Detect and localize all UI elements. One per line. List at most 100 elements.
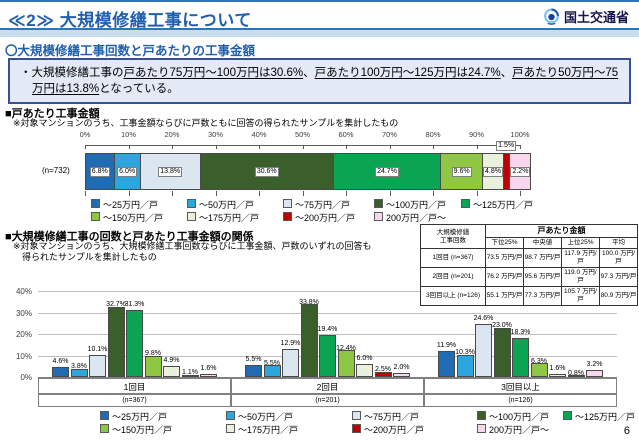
grouped-bar-chart: 0% 10% 20% 30% 40% 4.6% 3.8% 10.1% 32.7% 31.3% 9.8… — [0, 285, 639, 410]
group-n-cell: (n=126) — [424, 393, 617, 407]
legend-swatch — [226, 411, 235, 420]
legend-label: ～75万円／戸 — [295, 200, 351, 210]
legend-item: ～75万円／戸 — [283, 198, 350, 211]
y-axis-tick-label: 10% — [15, 351, 32, 361]
bar-value-label: 23.0% — [492, 322, 512, 330]
cell: 117.9 万円/戸 — [561, 248, 600, 268]
x-axis-tick — [433, 145, 434, 149]
bar-value-label: 6.0% — [356, 355, 373, 363]
cell: 98.7 万円/戸 — [523, 248, 562, 268]
bar-segment: 24.7% — [333, 153, 442, 190]
segment-value-label: 6.8% — [89, 166, 110, 177]
x-axis-tick-label: 0% — [79, 130, 91, 139]
x-axis-tick-label: 20% — [164, 130, 180, 139]
gridline — [38, 291, 617, 292]
legend-item: ～100万円／戸 — [477, 410, 549, 423]
page-title: ≪2≫ 大規模修繕工事について — [8, 11, 252, 30]
col-header-mean: 平均 — [599, 237, 638, 249]
bar-value-label: 2.5% — [375, 366, 391, 374]
bar-value-label: 31.3% — [124, 300, 145, 308]
value-bar — [337, 350, 355, 377]
table-row: 1回目 (n=367) 73.5 万円/戸 98.7 万円/戸 117.9 万円… — [420, 248, 638, 268]
legend-item: 200万円／戸～ — [374, 211, 446, 224]
stacked-bar: 6.8% 6.0% 13.8% 30.6% 24.7% 9.6% 4.8% 2.2% — [85, 153, 532, 190]
cell: 80.9 万円/戸 — [599, 286, 638, 306]
x-axis-tick-label: 50% — [294, 130, 310, 139]
x-axis-tick-bottom — [128, 191, 130, 196]
segment-value-label: 2.2% — [510, 166, 531, 177]
value-bar — [300, 304, 318, 377]
y-axis-tick-label: 20% — [15, 330, 32, 339]
bar-segment: 6.8% — [85, 153, 115, 190]
bar-value-label: 12.9% — [280, 340, 301, 348]
x-axis-tick-bottom — [433, 191, 434, 196]
bar-value-label: 9.8% — [145, 350, 161, 358]
row-label: 2回目 (n=201) — [420, 267, 486, 287]
value-bar — [586, 370, 603, 377]
legend-label: ～50万円／戸 — [238, 412, 294, 422]
value-bar — [567, 375, 585, 378]
legend-item: ～200万円／戸 — [283, 211, 355, 224]
legend-item: ～50万円／戸 — [226, 410, 293, 423]
legend-item: ～150万円／戸 — [100, 423, 172, 436]
bar-segment: 6.0% — [114, 153, 141, 190]
segment-value-label: 6.0% — [117, 166, 138, 177]
table-corner-header: 大規模修繕 工事回数 — [420, 224, 486, 249]
bar-value-label: 3.2% — [586, 361, 603, 369]
value-bar — [263, 365, 281, 377]
segment-value-label: 30.6% — [254, 166, 279, 177]
x-axis-tick-label: 90% — [468, 130, 484, 139]
cell: 76.2 万円/戸 — [485, 267, 524, 287]
ministry-name: 国土交通省 — [563, 10, 629, 25]
value-bar — [475, 324, 492, 377]
chart1-note: ※対象マンションのうち、工事金額ならびに戸数ともに回答の得られたサンプルを集計し… — [13, 118, 399, 128]
row-label: 1回目 (n=367) — [420, 248, 486, 268]
chart2-title: ■大規模修繕工事の回数と戸あたり工事金額の関係 — [5, 231, 254, 243]
bar-value-label: 32.7% — [106, 301, 126, 309]
bar-value-label: 2.0% — [393, 363, 410, 371]
legend-label: 200万円／戸～ — [489, 425, 550, 435]
segment-value-label: 9.6% — [451, 166, 472, 177]
legend-item: ～125万円／戸 — [563, 410, 635, 423]
y-axis-tick-label: 30% — [15, 308, 32, 318]
legend-label: 200万円／戸～ — [386, 213, 447, 223]
x-axis-tick — [172, 145, 173, 149]
bar-segment: 2.2% — [510, 153, 532, 190]
value-bar — [89, 355, 106, 377]
legend-swatch — [352, 411, 361, 420]
summary-box: ・大規模修繕工事の戸あたり75万円～100万円は30.6%、戸あたり100万円～… — [8, 58, 631, 104]
legend-item: ～175万円／戸 — [187, 211, 259, 224]
amount-stats-table: 大規模修繕 工事回数 戸あたり金額 下位25% 中央値 上位25% 平均 1回目… — [420, 224, 638, 306]
x-axis-tick-bottom — [259, 191, 260, 196]
summary-text: ・大規模修繕工事の戸あたり75万円～100万円は30.6%、戸あたり100万円～… — [20, 67, 619, 95]
bar-value-label: 1.6% — [200, 364, 217, 372]
chart1-legend: ～25万円／戸 ～50万円／戸 ～75万円／戸 ～100万円／戸 ～125万円／戸 ～15… — [0, 198, 639, 226]
legend-swatch — [477, 411, 486, 420]
value-bar — [126, 309, 143, 377]
x-axis-tick — [215, 145, 217, 149]
top-rule — [0, 0, 639, 2]
legend-swatch — [91, 199, 100, 208]
bar-value-label: 4.9% — [163, 357, 180, 365]
bar-value-label: 5.5% — [245, 356, 262, 364]
legend-label: ～125万円／戸 — [473, 200, 534, 210]
bar-value-label: 24.6% — [473, 315, 494, 323]
x-axis-tick — [346, 145, 347, 149]
x-axis-tick-label: 70% — [381, 130, 397, 139]
bar-value-label: 4.6% — [52, 358, 69, 366]
page-number: 6 — [623, 425, 630, 437]
mlit-logo-icon — [544, 8, 559, 25]
segment-outside-label: 1.5% — [496, 141, 517, 151]
table-row: 2回目 (n=201) 76.2 万円/戸 95.6 万円/戸 119.0 万円… — [420, 267, 638, 287]
x-axis-tick-label: 60% — [338, 130, 354, 139]
row-label: 3回目以上 (n=126) — [420, 286, 486, 306]
x-axis-tick-bottom — [476, 191, 478, 196]
value-bar — [456, 354, 474, 377]
legend-item: ～50万円／戸 — [187, 198, 254, 211]
legend-swatch — [100, 424, 109, 433]
legend-item: ～100万円／戸 — [374, 198, 446, 211]
cell: 73.5 万円/戸 — [485, 248, 524, 268]
chart2-legend: ～25万円／戸 ～50万円／戸 ～75万円／戸 ～100万円／戸 ～125万円／戸 ～15… — [0, 410, 639, 438]
bar-segment — [503, 153, 511, 190]
value-bar — [245, 365, 262, 377]
